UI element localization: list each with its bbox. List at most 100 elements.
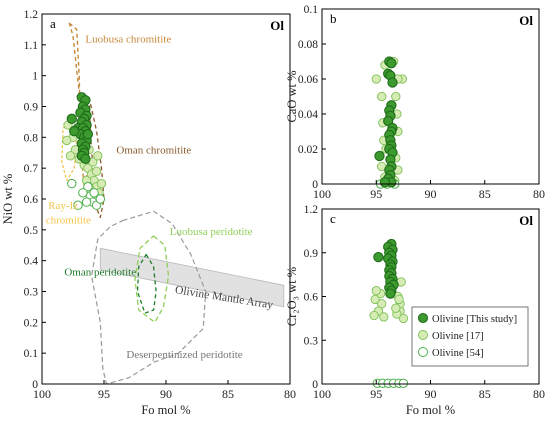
data-point-c-s1-12 [391, 303, 401, 313]
data-point-a-s1-16 [65, 151, 76, 161]
data-point-a-s1-14 [93, 151, 103, 161]
field-luobusa-peridotite [134, 235, 170, 323]
data-point-a-s0-22 [69, 126, 80, 137]
field-luobusa-chromitite [68, 22, 89, 188]
y-tick-label-c-2: 0.6 [304, 292, 319, 304]
x-tick-label-b-2: 90 [425, 187, 437, 201]
x-tick-label-a-3: 85 [222, 387, 234, 401]
x-tick-label-c-1: 95 [370, 387, 382, 401]
y-tick-label-a-1: 0.1 [24, 348, 39, 360]
legend-marker-2 [418, 347, 428, 357]
x-tick-label-b-0: 100 [313, 187, 331, 201]
y-tick-label-a-11: 1.1 [24, 40, 39, 52]
plot-frame-b [321, 8, 540, 185]
legend-label-0: Olivine [This study] [432, 314, 517, 325]
legend: Olivine [This study] Olivine [17] Olivine … [411, 306, 529, 367]
y-tick-label-a-2: 0.2 [24, 317, 39, 329]
data-point-a-s2-5 [89, 188, 99, 198]
legend-box [411, 306, 529, 367]
x-tick-label-b-4: 80 [533, 187, 545, 201]
panel-a: 100 95 90 85 80 0 0.1 0.2 0.3 0.4 0.5 0.6 0.7 0.8 0.9 1… [1, 9, 296, 417]
data-point-a-s2-4 [81, 197, 92, 207]
y-axis-label-c: Cr₂O₃ wt % [285, 267, 299, 326]
data-point-b-s0-1 [386, 58, 397, 69]
y-tick-label-a-3: 0.3 [24, 287, 39, 299]
y-tick-label-b-4: 0.08 [298, 39, 318, 51]
data-point-b-s1-6 [391, 91, 401, 102]
y-tick-label-c-0: 0 [312, 379, 318, 391]
y-axis-label-b: CaO wt % [285, 70, 299, 122]
label-deserpentinized-peridotite: Deserpentinized peridotite [126, 349, 242, 361]
data-point-b-s0-23 [379, 177, 391, 188]
label-luobusa-chromitite: Luobusa chromitite [85, 33, 171, 45]
y-tick-label-a-10: 1 [32, 71, 38, 83]
y-axis-label-a: NiO wt % [1, 174, 15, 225]
y-tick-label-a-5: 0.5 [24, 225, 39, 237]
data-point-c-s1-13 [371, 286, 381, 296]
label-oman-chromitite: Oman chromitite [116, 144, 191, 156]
mineral-tag-c: Ol [519, 213, 533, 228]
x-tick-label-c-0: 100 [313, 387, 331, 401]
data-point-a-s0-23 [82, 129, 94, 140]
x-tick-label-a-2: 90 [160, 387, 172, 401]
x-tick-label-c-3: 85 [479, 387, 491, 401]
data-point-c-s0-18 [385, 288, 396, 299]
label-luobusa-peridotite: Luobusa peridotite [170, 226, 253, 238]
x-axis-label-c: Fo mol % [406, 403, 455, 417]
field-mantle-array [99, 247, 285, 308]
legend-marker-0 [417, 312, 429, 324]
x-tick-label-a-0: 100 [33, 387, 51, 401]
data-point-a-s1-19 [91, 166, 102, 176]
panel-b: 100 95 90 85 80 0 0.02 0.04 0.06 0.08 0.1 b Ol CaO wt… [285, 4, 545, 201]
data-point-c-s2-5 [398, 378, 409, 388]
data-point-b-s1-0 [371, 74, 381, 84]
y-tick-label-b-5: 0.1 [304, 4, 319, 16]
data-point-a-s0-21 [80, 153, 91, 165]
label-oman-peridotite: Oman peridotite [64, 266, 136, 278]
data-point-a-s2-0 [83, 182, 93, 192]
y-tick-label-c-3: 0.9 [304, 248, 319, 260]
y-tick-label-a-8: 0.8 [24, 132, 39, 144]
data-point-b-s0-16 [374, 150, 385, 162]
data-point-c-s1-6 [379, 312, 389, 322]
data-point-c-s1-8 [398, 313, 409, 324]
data-point-c-s1-14 [394, 294, 404, 305]
x-tick-label-b-3: 85 [479, 187, 491, 201]
y-tick-label-a-7: 0.7 [24, 163, 39, 175]
field-oman-chromitite [88, 96, 105, 219]
data-point-a-s2-9 [73, 200, 83, 210]
data-point-a-s1-18 [96, 178, 107, 189]
y-tick-label-a-9: 0.9 [24, 102, 39, 114]
y-tick-label-b-0: 0 [312, 179, 318, 191]
y-tick-label-b-1: 0.02 [298, 144, 318, 156]
panel-letter-a: a [50, 16, 56, 31]
mineral-tag-a: Ol [270, 18, 284, 33]
x-tick-label-c-2: 90 [425, 387, 437, 401]
y-tick-label-b-2: 0.04 [298, 109, 318, 121]
y-tick-label-b-3: 0.06 [298, 74, 318, 86]
data-point-a-s0-6 [66, 113, 77, 124]
legend-label-2: Olivine [54] [432, 348, 484, 359]
legend-marker-1 [418, 330, 428, 340]
x-tick-label-a-1: 95 [98, 387, 110, 401]
label-ray-iz: Ray-Iz [48, 200, 78, 212]
data-point-a-s2-6 [95, 194, 106, 204]
panel-letter-b: b [330, 11, 337, 26]
x-tick-label-b-1: 95 [370, 187, 382, 201]
panel-letter-c: c [330, 211, 336, 226]
y-tick-label-a-4: 0.4 [24, 256, 39, 268]
x-axis-label-a: Fo mol % [141, 403, 190, 417]
mineral-tag-b: Ol [519, 13, 533, 28]
y-tick-label-a-12: 1.2 [24, 9, 39, 21]
legend-label-1: Olivine [17] [432, 331, 484, 342]
data-point-c-s0-5 [373, 251, 384, 263]
y-tick-label-c-4: 1.2 [304, 204, 319, 216]
x-tick-label-a-4: 80 [284, 387, 296, 401]
panel-c: 100 95 90 85 80 0 0.3 0.6 0.9 1.2 c Ol Fo mol % Cr₂O₃… [285, 204, 545, 417]
y-tick-label-a-6: 0.6 [24, 194, 39, 206]
label-ray-iz-chromitite: chromitite [46, 215, 91, 227]
data-point-a-s1-17 [62, 135, 72, 146]
data-point-b-s0-4 [387, 77, 398, 88]
field-deserp [90, 210, 207, 385]
